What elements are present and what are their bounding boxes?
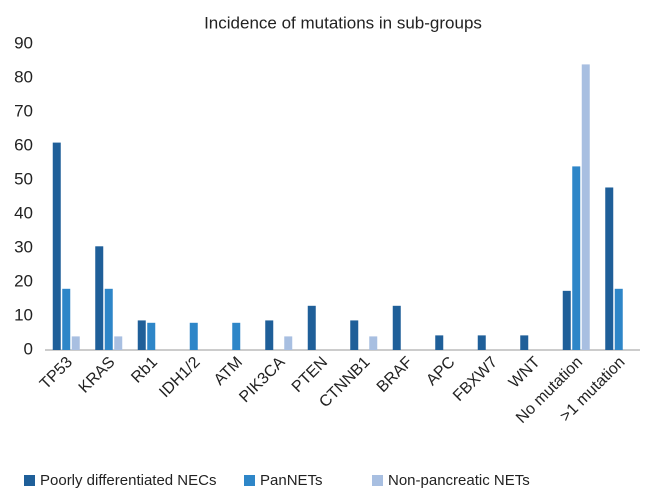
y-tick-label: 50 xyxy=(14,169,33,188)
bar xyxy=(369,336,378,350)
x-tick-label: APC xyxy=(423,354,458,389)
y-tick-label: 70 xyxy=(14,101,33,120)
y-tick-label: 0 xyxy=(24,339,33,358)
bar xyxy=(62,288,71,350)
bar xyxy=(71,336,80,350)
x-tick-label: WNT xyxy=(506,354,544,392)
bar xyxy=(562,290,571,350)
y-tick-label: 40 xyxy=(14,203,33,222)
x-tick-label: Rb1 xyxy=(128,354,161,387)
bar xyxy=(104,288,113,350)
bar xyxy=(350,320,359,350)
bar xyxy=(189,322,198,350)
bar xyxy=(137,320,146,350)
bar xyxy=(614,288,623,350)
x-tick-label: KRAS xyxy=(76,354,119,397)
legend-label: Poorly differentiated NECs xyxy=(40,472,216,489)
y-tick-label: 60 xyxy=(14,135,33,154)
bar xyxy=(52,142,61,350)
bar xyxy=(307,305,316,350)
bar xyxy=(477,335,486,350)
y-tick-label: 20 xyxy=(14,271,33,290)
legend-swatch xyxy=(24,475,35,486)
bar xyxy=(581,64,590,351)
bar xyxy=(520,335,529,350)
x-tick-label: BRAF xyxy=(374,354,416,396)
bar xyxy=(265,320,274,350)
chart-title: Incidence of mutations in sub-groups xyxy=(204,13,482,32)
x-tick-label: TP53 xyxy=(37,354,76,393)
bar xyxy=(435,335,444,350)
bar xyxy=(232,322,241,350)
bar xyxy=(392,305,401,350)
legend-swatch xyxy=(372,475,383,486)
bar xyxy=(147,322,156,350)
bar xyxy=(572,166,581,350)
x-tick-label: FBXW7 xyxy=(450,354,501,405)
y-tick-label: 30 xyxy=(14,237,33,256)
y-tick-label: 90 xyxy=(14,33,33,52)
bar xyxy=(95,246,104,350)
legend-swatch xyxy=(244,475,255,486)
x-tick-label: PIK3CA xyxy=(236,354,289,407)
legend-label: PanNETs xyxy=(260,472,323,489)
bar xyxy=(284,336,293,350)
legend-label: Non-pancreatic NETs xyxy=(388,472,530,489)
x-tick-label: ATM xyxy=(211,354,246,389)
y-tick-label: 80 xyxy=(14,67,33,86)
y-tick-label: 10 xyxy=(14,305,33,324)
bar xyxy=(114,336,123,350)
bar xyxy=(605,187,614,350)
x-tick-label: IDH1/2 xyxy=(156,354,203,401)
